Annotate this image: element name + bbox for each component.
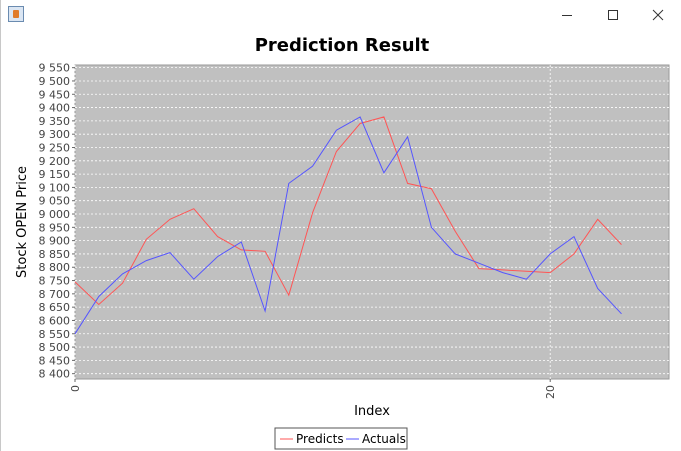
y-tick-label: 9 400 [39,102,71,115]
y-tick-label: 8 950 [39,221,71,234]
minimize-button[interactable] [544,0,590,30]
y-tick-label: 9 050 [39,195,71,208]
y-tick-label: 8 450 [39,354,71,367]
plot-area [74,64,670,380]
y-tick-label: 8 850 [39,248,71,261]
x-axis-label: Index [354,404,390,419]
window-border [0,0,1,451]
series-lines [74,116,622,335]
close-button[interactable] [635,0,681,30]
maximize-icon [608,10,618,20]
y-tick-label: 8 700 [39,288,71,301]
y-tick-label: 8 650 [39,301,71,314]
y-tick-label: 8 800 [39,261,71,274]
y-axis-label: Stock OPEN Price [15,166,30,278]
y-tick-label: 9 450 [39,88,71,101]
legend-actuals-label: Actuals [362,432,406,446]
y-tick-label: 9 100 [39,181,71,194]
x-tick-label: 20 [544,385,557,399]
grid-lines [74,65,669,379]
y-tick-label: 9 000 [39,208,71,221]
y-tick-label: 9 200 [39,155,71,168]
legend: Predicts Actuals [274,427,408,450]
y-tick-label: 8 750 [39,275,71,288]
series-line-predicts [74,116,622,306]
y-tick-label: 8 400 [39,368,71,381]
y-tick-label: 8 550 [39,328,71,341]
y-tick-label: 9 550 [39,62,71,75]
legend-predicts-label: Predicts [296,432,344,446]
series-line-actuals [74,116,622,335]
y-tick-label: 8 600 [39,314,71,327]
chart-title: Prediction Result [255,35,430,56]
y-tick-label: 9 500 [39,75,71,88]
java-app-icon [8,6,24,22]
y-tick-label: 8 500 [39,341,71,354]
minimize-icon [562,15,572,16]
y-tick-label: 8 900 [39,235,71,248]
y-tick-label: 9 150 [39,168,71,181]
y-tick-label: 9 250 [39,141,71,154]
window-titlebar [0,0,681,30]
y-tick-label: 9 350 [39,115,71,128]
legend-box [274,427,408,450]
x-axis-ticks: 0 20 [69,379,557,399]
close-icon [652,9,664,21]
y-tick-label: 9 300 [39,128,71,141]
x-tick-label: 0 [69,385,82,392]
maximize-button[interactable] [590,0,636,30]
